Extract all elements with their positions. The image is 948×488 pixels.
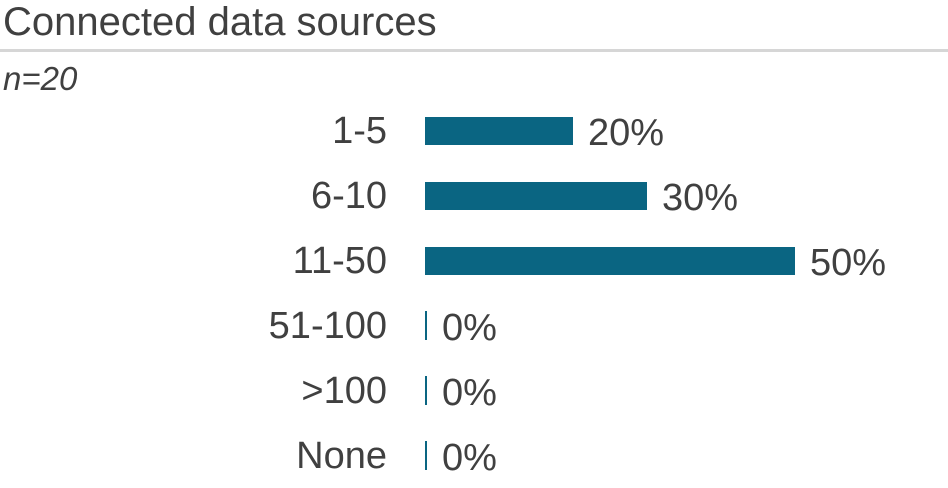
bar-row: 11-50 50% <box>0 228 948 293</box>
zero-bar-tick <box>425 441 427 470</box>
zero-bar-tick <box>425 311 427 340</box>
bar-row: 1-5 20% <box>0 98 948 163</box>
bar-chart: 1-5 20% 6-10 30% 11-50 50% 51-100 0% >100 0% None 0… <box>0 98 948 488</box>
category-label: 1-5 <box>332 109 387 152</box>
value-label: 0% <box>442 436 497 479</box>
title-separator <box>0 49 948 52</box>
value-label: 30% <box>662 176 739 219</box>
bar-row: 51-100 0% <box>0 293 948 358</box>
category-label: 51-100 <box>268 304 387 347</box>
value-label: 20% <box>588 111 665 154</box>
category-label: None <box>296 434 387 477</box>
bar <box>425 246 795 275</box>
value-label: 0% <box>442 306 497 349</box>
category-label: 11-50 <box>292 239 387 282</box>
category-label: 6-10 <box>310 174 387 217</box>
bar-row: 6-10 30% <box>0 163 948 228</box>
chart-title: Connected data sources <box>3 0 437 44</box>
zero-bar-tick <box>425 376 427 405</box>
bar <box>425 181 647 210</box>
bar <box>425 116 573 145</box>
sample-size-label: n=20 <box>3 60 78 97</box>
bar-row: None 0% <box>0 423 948 488</box>
value-label: 0% <box>442 371 497 414</box>
value-label: 50% <box>810 241 887 284</box>
category-label: >100 <box>301 369 387 412</box>
bar-row: >100 0% <box>0 358 948 423</box>
